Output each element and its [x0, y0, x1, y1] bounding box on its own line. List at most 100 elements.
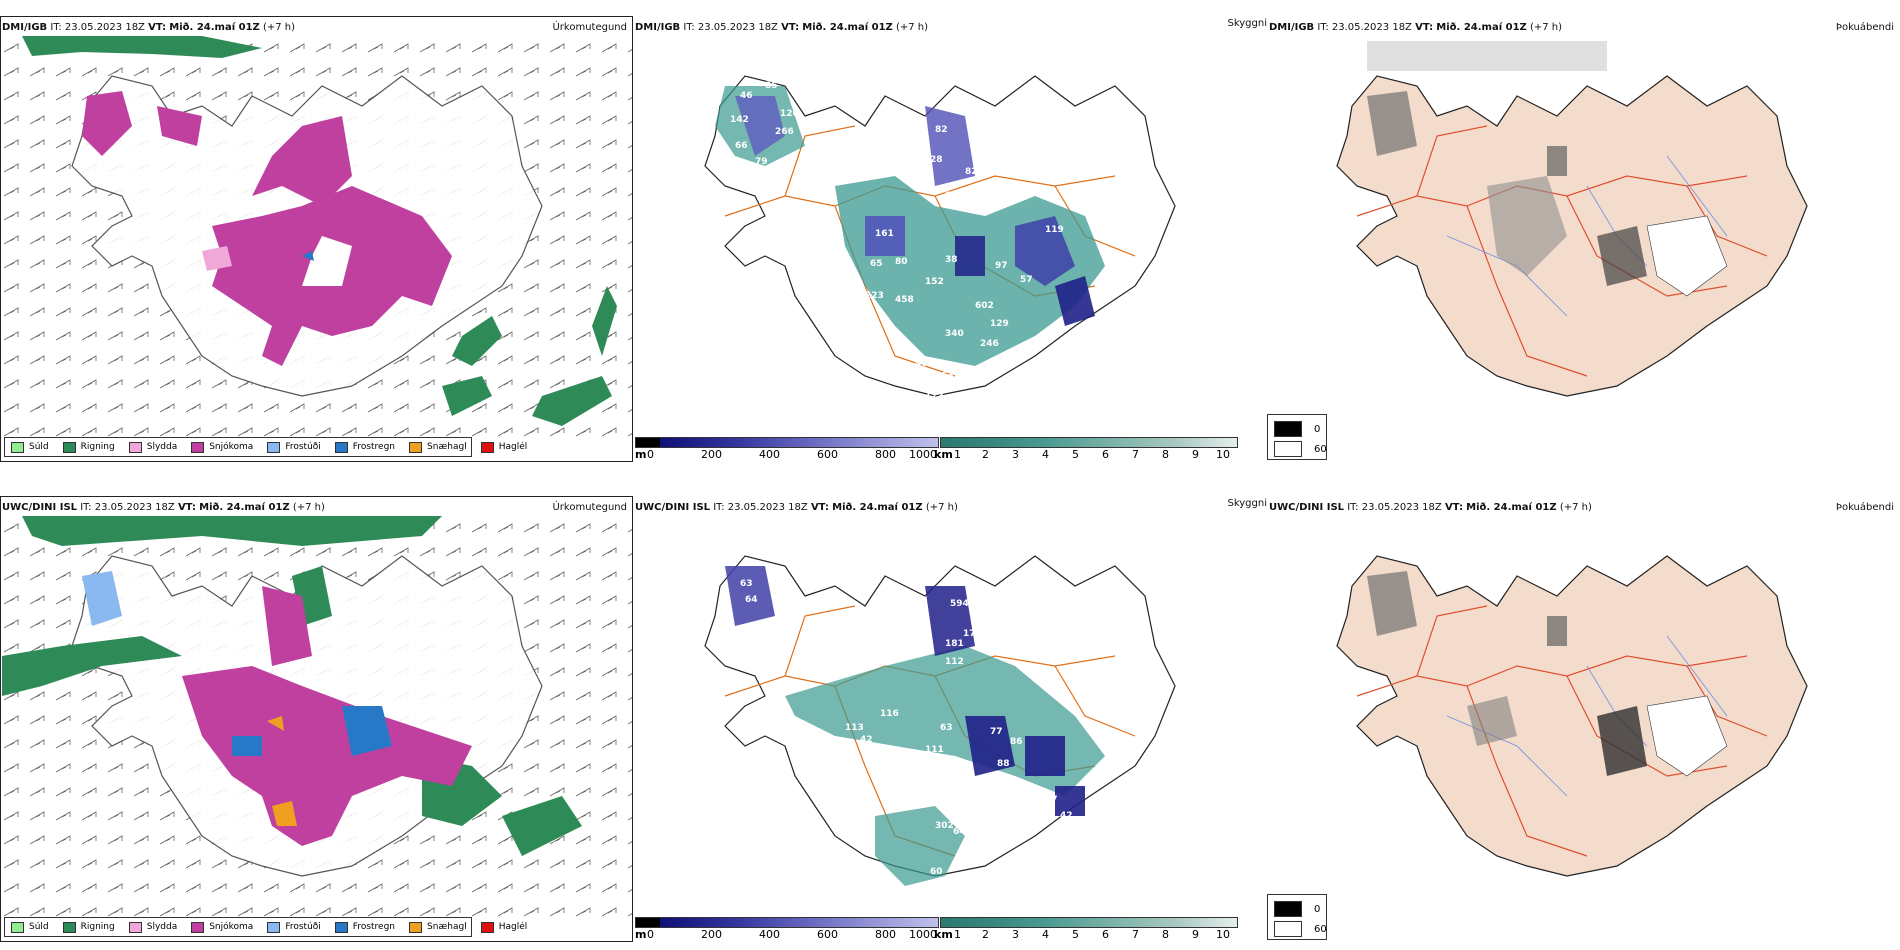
ceiling-map: 63 64 594 179 181 112 42 108 116 63 77 8…: [704, 555, 1176, 886]
colorbar-tick: 3: [1012, 448, 1019, 461]
legend-item: Súld: [11, 441, 49, 453]
cloud-number: 38: [945, 255, 958, 265]
panel-title: UWC/DINI ISL IT: 23.05.2023 18Z VT: Mið.…: [1269, 502, 1592, 513]
cloud-number: 42: [1060, 811, 1073, 821]
init-label: IT:: [1347, 502, 1359, 513]
fog-patch: [1367, 571, 1417, 636]
colorbar-tick: 200: [701, 448, 722, 461]
valid-value: Mið. 24.maí 01Z: [832, 502, 923, 513]
lead-time: (+7 h): [925, 502, 958, 513]
rain-area: [22, 36, 262, 58]
ice-pellets-area: [267, 716, 284, 731]
cloud-number: 42: [860, 735, 873, 745]
panel-title: UWC/DINI ISL IT: 23.05.2023 18Z VT: Mið.…: [2, 502, 325, 513]
cloud-number: 263: [935, 371, 954, 381]
legend-swatch: [334, 441, 348, 453]
cloud-number: 119: [1045, 225, 1064, 235]
colorbar-tick: 8: [1162, 928, 1169, 941]
cloud-number: 88: [997, 759, 1010, 769]
colorbar-tick: 200: [701, 928, 722, 941]
panel-label-fog: Þokuábendi: [1835, 502, 1894, 513]
fog-panel-row1: DMI/IGB IT: 23.05.2023 18Z VT: Mið. 24.m…: [1267, 12, 1900, 464]
legend-item: Rigning: [62, 921, 115, 933]
rain-area: [502, 796, 582, 856]
cloud-number: 113: [845, 723, 864, 733]
fog-legend-row: 60: [1274, 441, 1327, 457]
colorbar-tick: 1: [954, 448, 961, 461]
snow-area: [182, 666, 472, 846]
legend-item: Snæhagl: [409, 441, 467, 453]
init-label: IT:: [80, 502, 92, 513]
init-label: IT:: [50, 22, 62, 33]
lead-time: (+7 h): [895, 22, 929, 33]
colorbar-tick: 1000: [909, 448, 937, 461]
init-label: IT:: [713, 502, 725, 513]
snow-area: [82, 91, 132, 156]
cloud-number: 126: [745, 69, 764, 79]
colorbar-tick: 6: [1102, 448, 1109, 461]
valid-label: VT:: [1415, 22, 1434, 33]
legend-item: Haglél: [480, 921, 527, 933]
cloud-number: 86: [1010, 737, 1023, 747]
ceiling-colorbar-m: m 0 200 400 600 800 1000: [635, 917, 939, 941]
ice-pellets-area: [272, 801, 297, 826]
precip-map-frame: [0, 496, 633, 942]
cloud-number: 57: [1020, 275, 1033, 285]
panel-label-precip: Úrkomutegund: [552, 22, 627, 33]
cloud-field-low: [1055, 276, 1095, 326]
legend-swatch: [191, 921, 205, 933]
legend-swatch: [128, 921, 142, 933]
colorbar-tick: 10: [1216, 928, 1230, 941]
legend-label: Slydda: [146, 442, 178, 452]
cloud-number: 340: [945, 329, 964, 339]
ceiling-panel-row1: DMI/IGB IT: 23.05.2023 18Z VT: Mið. 24.m…: [635, 12, 1267, 464]
legend-item: Snjókoma: [191, 441, 253, 453]
cloud-number: 80: [895, 257, 908, 267]
fog-patch: [1597, 226, 1647, 286]
valid-value: Mið. 24.maí 01Z: [199, 502, 290, 513]
legend-label: Frostúði: [285, 922, 321, 932]
legend-label: Súld: [29, 922, 49, 932]
cloud-number: 65: [870, 259, 883, 269]
init-value: 23.05.2023 18Z: [697, 22, 778, 33]
cloud-number: 85: [765, 81, 778, 91]
snow-area: [252, 116, 352, 206]
init-value: 23.05.2023 18Z: [94, 502, 175, 513]
cloud-number: 77: [1045, 795, 1058, 805]
panel-label-precip: Úrkomutegund: [552, 502, 627, 513]
cloud-number: 467: [915, 359, 934, 369]
precip-type-panel-row2: UWC/DINI ISL IT: 23.05.2023 18Z VT: Mið.…: [0, 492, 635, 944]
panel-title: DMI/IGB IT: 23.05.2023 18Z VT: Mið. 24.m…: [2, 22, 295, 33]
cloud-field-low: [925, 586, 975, 656]
sleet-area: [202, 246, 232, 271]
panel-title: DMI/IGB IT: 23.05.2023 18Z VT: Mið. 24.m…: [635, 22, 928, 33]
colorbar-tick: 5: [1072, 928, 1079, 941]
model-label: DMI/IGB: [2, 22, 48, 33]
panel-title: DMI/IGB IT: 23.05.2023 18Z VT: Mið. 24.m…: [1269, 22, 1562, 33]
rain-area: [22, 516, 442, 546]
colorbar-tick: 600: [817, 928, 838, 941]
iceland-land: [1336, 555, 1808, 877]
fog-haze-top: [1367, 41, 1607, 71]
cloud-number: 28: [930, 155, 943, 165]
cloud-number: 179: [963, 629, 982, 639]
cloud-number: 458: [895, 295, 914, 305]
cloud-number: 63: [940, 723, 953, 733]
cloud-number: 82: [965, 167, 978, 177]
colorbar-unit-km: km: [934, 448, 953, 461]
fog-legend-swatch: [1274, 441, 1302, 457]
legend-item: Haglél: [480, 441, 527, 453]
colorbar-tick: 400: [759, 448, 780, 461]
legend-label: Rigning: [80, 922, 115, 932]
legend-swatch: [480, 921, 494, 933]
cloud-number: 111: [925, 745, 944, 755]
cloud-number: 116: [880, 709, 899, 719]
fog-legend: 0 60: [1267, 894, 1327, 940]
init-label: IT:: [683, 22, 695, 33]
colorbar-tick: 2: [982, 448, 989, 461]
fog-patch: [1646, 215, 1728, 297]
colorbar-tick: 7: [1132, 448, 1139, 461]
cloud-number: 60: [930, 867, 943, 877]
legend-label: Frostregn: [352, 922, 396, 932]
lead-time: (+7 h): [1529, 22, 1563, 33]
